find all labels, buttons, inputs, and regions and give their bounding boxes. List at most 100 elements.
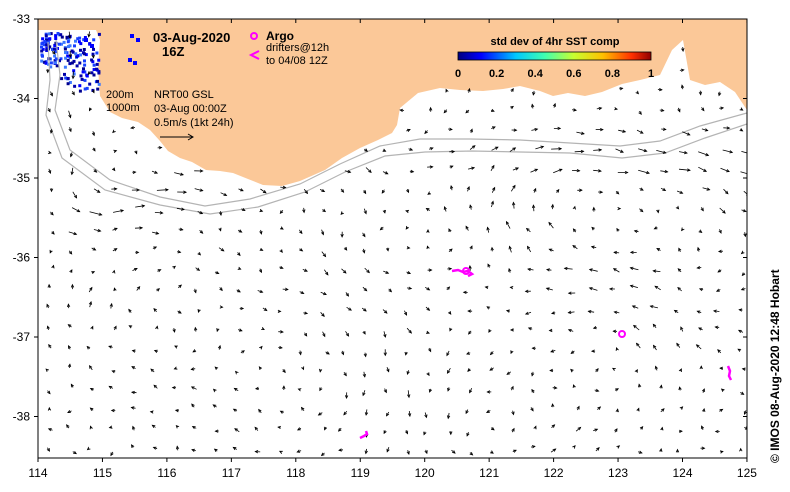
current-arrowhead [533, 425, 537, 430]
current-arrowhead [259, 345, 263, 350]
current-arrowhead [215, 271, 220, 275]
current-arrowhead [238, 229, 243, 233]
current-arrowhead [556, 188, 560, 193]
current-arrowhead [443, 206, 447, 210]
current-arrowhead [524, 289, 529, 293]
current-arrowhead [47, 406, 52, 411]
plot-frame [37, 18, 748, 459]
sst-pixel [66, 40, 70, 44]
current-arrow [93, 229, 101, 232]
current-arrowhead [617, 206, 622, 211]
current-arrowhead [153, 384, 158, 389]
sst-pixel [67, 45, 70, 49]
current-arrowhead [379, 226, 384, 231]
current-arrowhead [259, 289, 264, 293]
current-arrow [71, 207, 80, 213]
current-arrowhead [451, 150, 456, 154]
current-arrowhead [596, 447, 600, 451]
current-arrowhead [183, 190, 188, 194]
current-arrowhead [91, 132, 95, 137]
sst-pixel [90, 71, 94, 75]
current-arrowhead [567, 329, 572, 333]
current-arrowhead [89, 425, 93, 430]
current-arrowhead [652, 344, 657, 349]
current-arrowhead [588, 287, 593, 291]
sst-pixel [97, 32, 101, 36]
sst-pixel [136, 38, 140, 42]
current-arrowhead [136, 285, 141, 290]
current-arrowhead [635, 90, 640, 95]
current-arrowhead [580, 149, 585, 154]
current-arrowhead [551, 424, 556, 428]
current-arrowhead [279, 210, 284, 215]
current-arrow [152, 231, 159, 235]
current-arrowhead [634, 369, 638, 373]
sst-pixel [64, 51, 67, 54]
current-arrowhead [300, 406, 305, 411]
current-arrow [135, 205, 145, 208]
current-arrowhead [448, 311, 452, 315]
current-arrowhead [527, 327, 532, 331]
current-arrowhead [505, 309, 510, 313]
sst-pixel [47, 62, 50, 66]
current-arrow [68, 31, 71, 39]
product-time: 03-Aug 00:00Z [154, 103, 227, 115]
current-arrowhead [254, 450, 259, 454]
current-arrowhead [643, 148, 648, 153]
current-arrowhead [468, 331, 472, 335]
current-arrow [613, 268, 620, 273]
current-arrowhead [505, 220, 510, 225]
current-arrow [513, 202, 515, 209]
current-arrow [589, 287, 598, 291]
current-arrowhead [466, 351, 470, 355]
current-arrow [701, 128, 708, 131]
current-arrow [574, 150, 584, 153]
current-arrowhead [572, 228, 577, 233]
sst-pixel [82, 48, 86, 51]
current-arrowhead [591, 226, 595, 231]
sst-pixel [83, 63, 87, 67]
current-arrow [71, 167, 74, 175]
sst-pixel [75, 64, 79, 68]
current-arrowhead [159, 211, 164, 215]
current-arrowhead [381, 189, 385, 194]
sst-pixel [63, 47, 67, 51]
current-arrowhead [462, 290, 467, 295]
current-arrowhead [506, 371, 511, 375]
current-arrowhead [660, 426, 664, 431]
current-arrowhead [171, 385, 176, 390]
current-arrowhead [153, 308, 157, 312]
current-arrow [364, 267, 370, 273]
current-arrowhead [179, 227, 184, 231]
current-arrowhead [695, 344, 700, 348]
current-arrowhead [406, 246, 411, 250]
current-arrowhead [513, 449, 517, 453]
current-arrowhead [45, 368, 50, 373]
current-arrowhead [660, 108, 665, 112]
current-arrowhead [426, 287, 431, 291]
current-arrowhead [67, 363, 72, 368]
current-arrowhead [717, 269, 722, 273]
current-arrowhead [50, 211, 54, 216]
current-arrowhead [340, 211, 344, 215]
current-arrowhead [743, 411, 747, 415]
current-arrowhead [175, 445, 180, 450]
colorbar [457, 51, 652, 61]
current-arrowhead [590, 245, 595, 249]
current-arrowhead [633, 229, 638, 234]
current-arrowhead [659, 447, 663, 452]
current-arrowhead [680, 326, 684, 331]
current-arrowhead [673, 309, 678, 314]
current-arrowhead [130, 126, 135, 130]
current-arrowhead [261, 326, 265, 331]
current-arrowhead [69, 153, 74, 158]
current-arrowhead [443, 109, 448, 114]
current-arrowhead [112, 129, 116, 134]
sst-pixel [43, 40, 47, 43]
sst-pixel [80, 77, 84, 81]
current-arrow [490, 165, 495, 171]
current-arrowhead [383, 389, 387, 394]
current-arrowhead [258, 366, 263, 370]
sst-pixel [84, 53, 88, 57]
current-arrow [618, 129, 626, 133]
